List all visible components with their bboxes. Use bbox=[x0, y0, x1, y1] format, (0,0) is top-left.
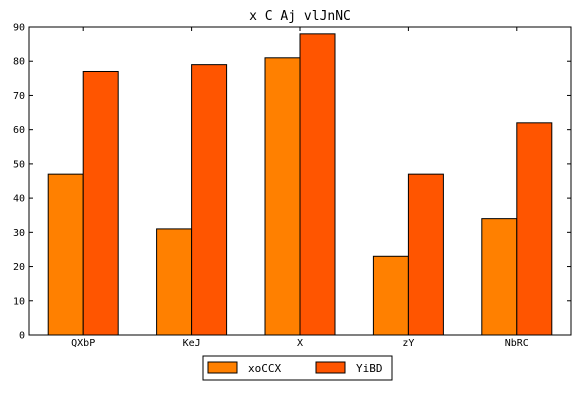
legend-swatch bbox=[208, 362, 237, 373]
y-tick-label: 20 bbox=[13, 262, 25, 273]
y-tick-label: 0 bbox=[19, 331, 25, 342]
bar-YiBD-NbRC bbox=[517, 123, 552, 335]
bar-YiBD-QXbP bbox=[83, 71, 118, 335]
y-tick-label: 50 bbox=[13, 159, 25, 170]
x-tick-label: zY bbox=[402, 338, 414, 349]
bar-xoCCX-zY bbox=[373, 256, 408, 335]
legend-label: xoCCX bbox=[248, 362, 281, 375]
bar-YiBD-KeJ bbox=[192, 65, 227, 335]
y-tick-label: 40 bbox=[13, 194, 25, 205]
chart-title: x C Aj vlJnNC bbox=[249, 9, 351, 24]
bar-xoCCX-QXbP bbox=[48, 174, 83, 335]
x-tick-label: KeJ bbox=[183, 338, 201, 349]
bar-YiBD-X bbox=[300, 34, 335, 335]
x-tick-label: NbRC bbox=[505, 338, 529, 349]
x-tick-label: QXbP bbox=[71, 338, 95, 349]
legend: xoCCX YiBD bbox=[203, 356, 392, 380]
y-tick-label: 80 bbox=[13, 57, 25, 68]
bar-xoCCX-KeJ bbox=[157, 229, 192, 335]
bar-xoCCX-X bbox=[265, 58, 300, 335]
legend-label: YiBD bbox=[356, 362, 383, 375]
bars bbox=[48, 34, 552, 335]
bar-xoCCX-NbRC bbox=[482, 219, 517, 335]
x-tick-label: X bbox=[297, 338, 303, 349]
y-tick-label: 70 bbox=[13, 91, 25, 102]
y-tick-label: 10 bbox=[13, 296, 25, 307]
y-tick-label: 60 bbox=[13, 125, 25, 136]
legend-swatch bbox=[316, 362, 345, 373]
y-tick-label: 30 bbox=[13, 228, 25, 239]
y-tick-label: 90 bbox=[13, 23, 25, 34]
bar-YiBD-zY bbox=[408, 174, 443, 335]
